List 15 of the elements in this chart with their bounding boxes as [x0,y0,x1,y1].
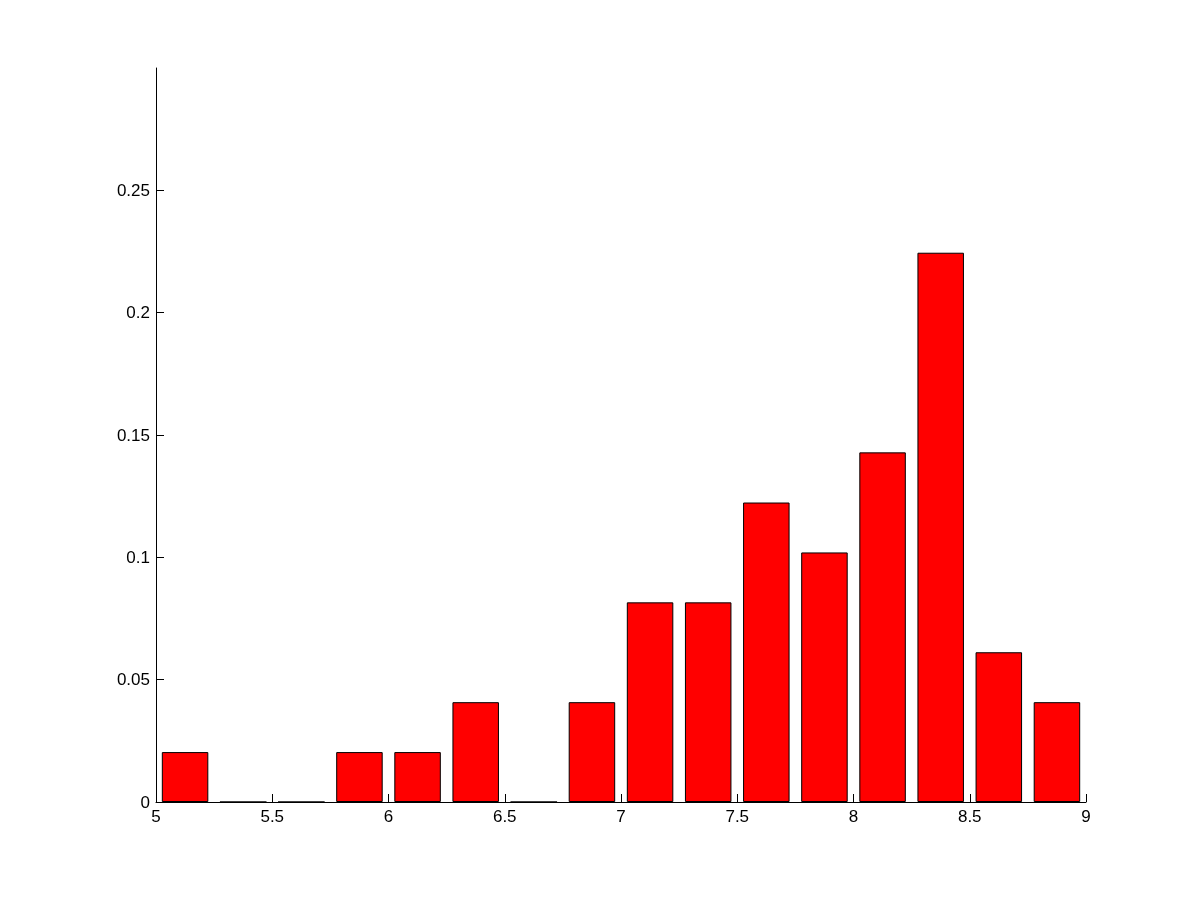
x-tick-label: 5 [151,807,161,826]
x-tick-label: 7 [616,807,626,826]
x-tick-label: 5.5 [260,807,285,826]
x-tick-label: 8.5 [957,807,982,826]
x-tick-label: 7.5 [725,807,750,826]
x-tick-label: 8 [848,807,859,826]
x-tick-label: 6 [383,807,394,826]
x-tick-label: 9 [1081,807,1091,826]
y-tick-label: 0.05 [116,670,150,690]
y-tick-label: 0.25 [116,180,150,200]
y-tick-label: 0.15 [116,425,150,445]
x-tick-label: 6.5 [492,807,517,826]
y-tick-label: 0.1 [126,547,150,567]
y-tick-label: 0 [140,792,150,812]
y-tick-label: 0.2 [126,303,150,323]
